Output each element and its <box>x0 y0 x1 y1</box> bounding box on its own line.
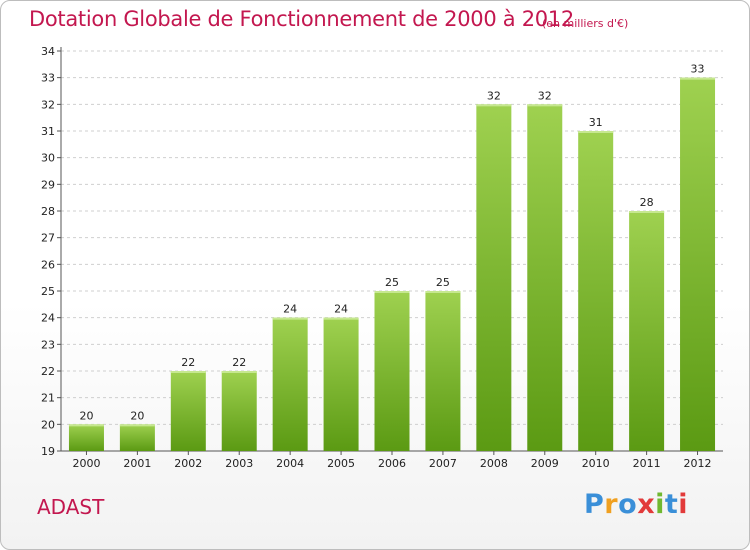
y-tick-label: 27 <box>41 232 55 245</box>
commune-name: ADAST <box>37 495 105 519</box>
bar-highlight <box>119 424 155 427</box>
logo-letter: x <box>637 489 656 520</box>
bar-highlight <box>527 104 563 107</box>
bar-highlight <box>578 131 614 133</box>
x-tick-label: 2007 <box>429 457 457 470</box>
x-tick-label: 2000 <box>72 457 100 470</box>
x-tick-label: 2005 <box>327 457 355 470</box>
y-tick-label: 20 <box>41 418 55 431</box>
x-tick-label: 2006 <box>378 457 406 470</box>
bar <box>68 424 104 451</box>
chart-title: Dotation Globale de Fonctionnement de 20… <box>29 7 574 31</box>
logo-letter: i <box>678 489 689 520</box>
bar <box>119 424 155 451</box>
x-tick-label: 2011 <box>633 457 661 470</box>
y-tick-label: 22 <box>41 365 55 378</box>
bar-value-label: 24 <box>334 303 348 316</box>
bar-value-label: 25 <box>385 276 399 289</box>
bar-value-label: 24 <box>283 303 297 316</box>
bar <box>374 291 410 451</box>
bar <box>578 131 614 451</box>
y-tick-label: 29 <box>41 178 55 191</box>
logo-letter: P <box>584 489 605 520</box>
y-tick-label: 24 <box>41 312 55 325</box>
bar-highlight <box>221 371 257 373</box>
logo-letter: t <box>664 489 679 520</box>
bar <box>680 77 716 452</box>
bar-highlight <box>680 77 716 80</box>
logo-letter: i <box>655 489 665 520</box>
x-tick-label: 2010 <box>582 457 610 470</box>
x-tick-label: 2009 <box>531 457 559 470</box>
bar <box>272 317 308 451</box>
y-tick-label: 19 <box>41 445 55 458</box>
y-tick-label: 26 <box>41 258 55 271</box>
bar-highlight <box>272 317 308 320</box>
bar <box>170 371 206 451</box>
bar-value-label: 20 <box>130 409 144 422</box>
bar-value-label: 22 <box>181 356 195 369</box>
chart-subtitle: (en milliers d'€) <box>542 17 629 30</box>
x-tick-label: 2002 <box>174 457 202 470</box>
bar-highlight <box>374 291 410 293</box>
bar-highlight <box>170 371 206 373</box>
bar-value-label: 32 <box>538 89 552 102</box>
logo-letter: r <box>604 489 619 520</box>
bar-highlight <box>68 424 104 427</box>
bar-highlight <box>629 211 665 213</box>
x-tick-label: 2003 <box>225 457 253 470</box>
bar <box>476 104 512 451</box>
y-tick-label: 23 <box>41 338 55 351</box>
bar-highlight <box>476 104 512 107</box>
bar <box>221 371 257 451</box>
y-tick-label: 25 <box>41 285 55 298</box>
x-tick-label: 2012 <box>684 457 712 470</box>
bar-value-label: 20 <box>79 409 93 422</box>
y-tick-label: 34 <box>41 45 55 58</box>
bar-value-label: 31 <box>589 116 603 129</box>
bar-value-label: 22 <box>232 356 246 369</box>
y-tick-label: 32 <box>41 98 55 111</box>
bar-value-label: 25 <box>436 276 450 289</box>
y-tick-label: 30 <box>41 152 55 165</box>
x-tick-label: 2008 <box>480 457 508 470</box>
bar-value-label: 28 <box>640 196 654 209</box>
bar-highlight <box>425 291 461 293</box>
logo-letter: o <box>618 489 638 520</box>
bar-value-label: 32 <box>487 89 501 102</box>
bar <box>323 317 359 451</box>
bar <box>629 211 665 451</box>
bar <box>527 104 563 451</box>
y-tick-label: 21 <box>41 392 55 405</box>
proxiti-logo[interactable]: Proxiti <box>584 489 688 520</box>
bar <box>425 291 461 451</box>
y-tick-label: 28 <box>41 205 55 218</box>
bar-highlight <box>323 317 359 320</box>
y-tick-label: 31 <box>41 125 55 138</box>
x-tick-label: 2004 <box>276 457 304 470</box>
x-tick-label: 2001 <box>123 457 151 470</box>
y-tick-label: 33 <box>41 72 55 85</box>
bar-value-label: 33 <box>691 63 705 76</box>
